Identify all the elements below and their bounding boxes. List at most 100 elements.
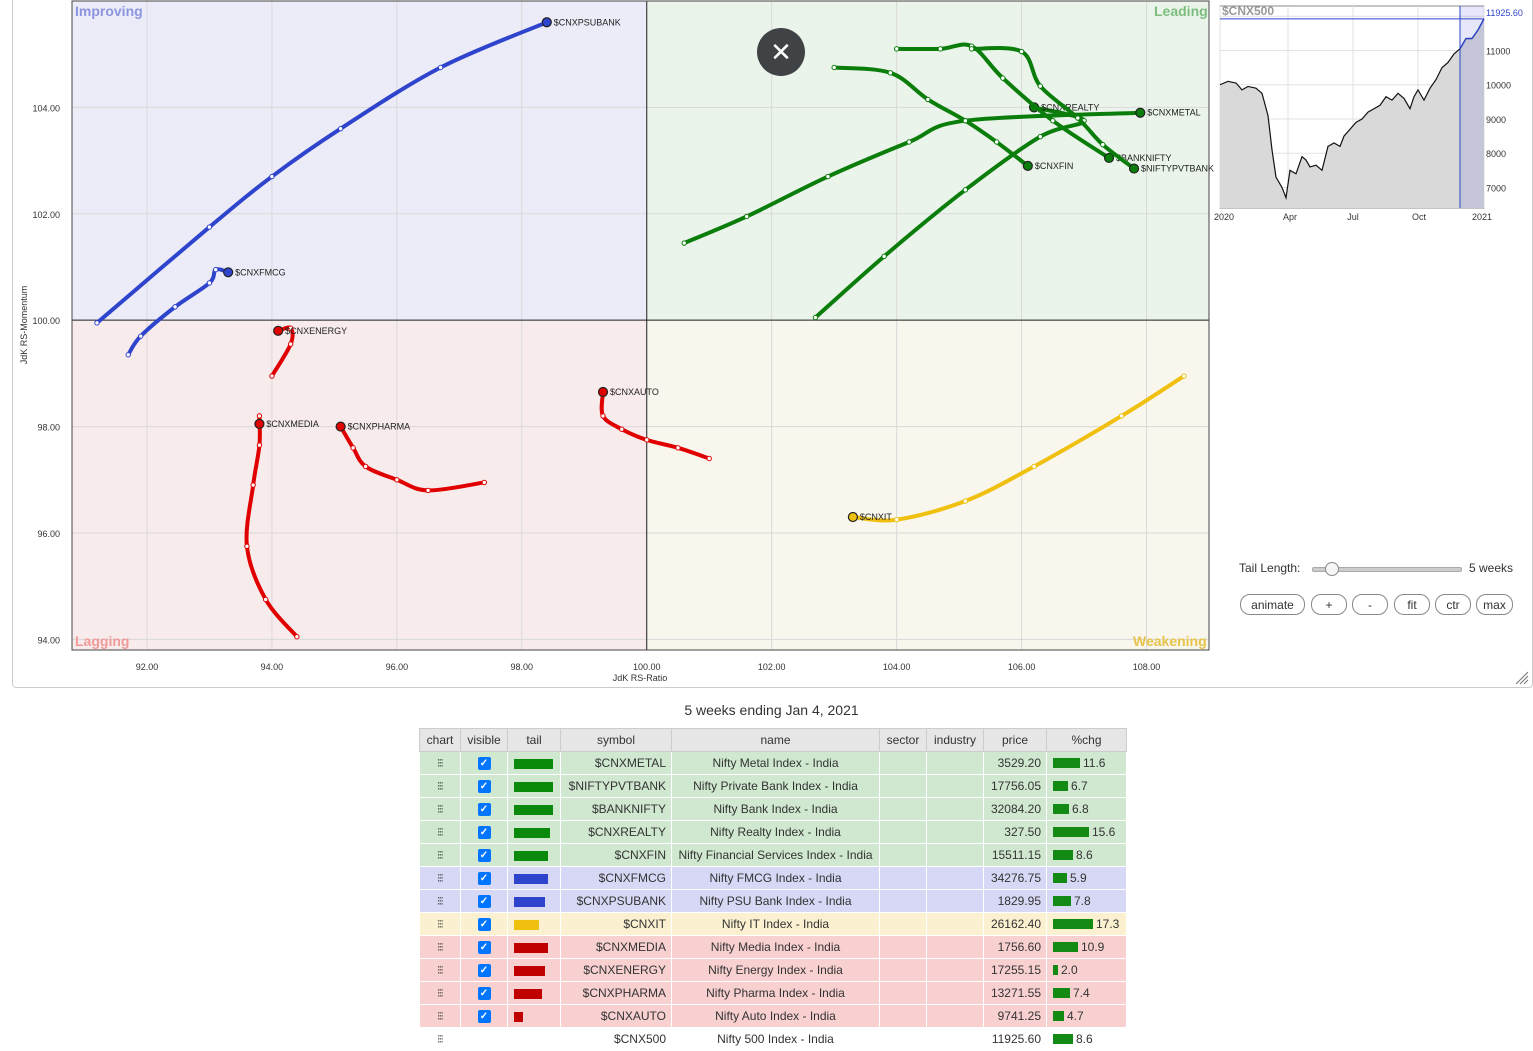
- table-row[interactable]: ⫶⫶⫶ ✓ $CNXREALTY Nifty Realty Index - India…: [419, 820, 1127, 844]
- tail-cnxfin[interactable]: $CNXFIN: [831, 64, 1073, 172]
- chart-icon[interactable]: ⫶⫶⫶: [437, 1010, 443, 1023]
- visible-cell[interactable]: ✓: [460, 912, 508, 936]
- tail-banknifty[interactable]: $BANKNIFTY: [893, 42, 1172, 164]
- col-chart[interactable]: chart: [419, 728, 461, 752]
- tail-cnxit[interactable]: $CNXIT: [847, 373, 1187, 523]
- table-row[interactable]: ⫶⫶⫶ ✓ $NIFTYPVTBANK Nifty Private Bank Inde…: [419, 774, 1127, 798]
- tail-head-point[interactable]: [597, 386, 609, 398]
- visible-checkbox[interactable]: ✓: [477, 757, 491, 771]
- visible-checkbox[interactable]: ✓: [477, 895, 491, 909]
- max-button[interactable]: max: [1476, 594, 1513, 615]
- table-row[interactable]: ⫶⫶⫶ ✓ $CNXMEDIA Nifty Media Index - India 17…: [419, 935, 1127, 959]
- visible-checkbox[interactable]: ✓: [477, 872, 491, 886]
- rrg-chart[interactable]: 92.00 94.00 96.00 98.00 100.00 102.00 104.00 10…: [0, 0, 1533, 700]
- tail-head-point[interactable]: [1103, 152, 1115, 164]
- table-row[interactable]: ⫶⫶⫶ ✓ $CNXFMCG Nifty FMCG Index - India 3427…: [419, 866, 1127, 890]
- tail-head-point[interactable]: [273, 325, 284, 336]
- chart-icon[interactable]: ⫶⫶⫶: [437, 780, 443, 793]
- visible-cell[interactable]: ✓: [460, 820, 508, 844]
- tail-cnxpharma[interactable]: $CNXPHARMA: [335, 421, 488, 494]
- col-tail[interactable]: tail: [507, 728, 561, 752]
- col-price[interactable]: price: [983, 728, 1047, 752]
- chart-icon-cell[interactable]: ⫶⫶⫶: [419, 820, 461, 844]
- chart-icon[interactable]: ⫶⫶⫶: [437, 1033, 443, 1046]
- tail-head-point[interactable]: [541, 17, 552, 28]
- tail-cnxenergy[interactable]: $CNXENERGY: [269, 325, 347, 379]
- table-row[interactable]: ⫶⫶⫶ $CNX500 Nifty 500 Index - India 11925.6…: [419, 1027, 1127, 1051]
- visible-cell[interactable]: ✓: [460, 774, 508, 798]
- tail-cnxmedia[interactable]: $CNXMEDIA: [244, 413, 319, 640]
- close-button[interactable]: ✕: [757, 28, 805, 76]
- chart-icon-cell[interactable]: ⫶⫶⫶: [419, 958, 461, 982]
- visible-cell[interactable]: ✓: [460, 958, 508, 982]
- col-sector[interactable]: sector: [879, 728, 927, 752]
- chart-icon-cell[interactable]: ⫶⫶⫶: [419, 912, 461, 936]
- tail-cnxpsubank[interactable]: $CNXPSUBANK: [94, 17, 621, 326]
- tail-head-point[interactable]: [847, 511, 859, 523]
- visible-cell[interactable]: ✓: [460, 843, 508, 867]
- tail-length-slider-handle[interactable]: [1325, 562, 1339, 576]
- visible-checkbox[interactable]: ✓: [477, 780, 491, 794]
- tail-head-point[interactable]: [254, 418, 265, 430]
- zoom-in-button[interactable]: +: [1311, 594, 1347, 615]
- zoom-out-button[interactable]: -: [1352, 594, 1388, 615]
- tail-cnxauto[interactable]: $CNXAUTO: [597, 386, 712, 462]
- chart-icon-cell[interactable]: ⫶⫶⫶: [419, 774, 461, 798]
- chart-icon-cell[interactable]: ⫶⫶⫶: [419, 1004, 461, 1028]
- table-row[interactable]: ⫶⫶⫶ ✓ $BANKNIFTY Nifty Bank Index - India 32…: [419, 797, 1127, 821]
- visible-cell[interactable]: ✓: [460, 1004, 508, 1028]
- table-row[interactable]: ⫶⫶⫶ ✓ $CNXMETAL Nifty Metal Index - India 35…: [419, 751, 1127, 775]
- visible-checkbox[interactable]: ✓: [477, 826, 491, 840]
- visible-checkbox[interactable]: ✓: [477, 941, 491, 955]
- chart-icon[interactable]: ⫶⫶⫶: [437, 918, 443, 931]
- tail-head-point[interactable]: [1128, 163, 1140, 174]
- chart-icon-cell[interactable]: ⫶⫶⫶: [419, 751, 461, 775]
- visible-checkbox[interactable]: ✓: [477, 918, 491, 932]
- tail-cnxfmcg[interactable]: $CNXFMCG: [125, 266, 286, 358]
- visible-checkbox[interactable]: ✓: [477, 964, 491, 978]
- table-row[interactable]: ⫶⫶⫶ ✓ $CNXENERGY Nifty Energy Index - India…: [419, 958, 1127, 982]
- chart-icon-cell[interactable]: ⫶⫶⫶: [419, 843, 461, 867]
- chart-icon[interactable]: ⫶⫶⫶: [437, 872, 443, 885]
- visible-checkbox[interactable]: ✓: [477, 1010, 491, 1024]
- col-name[interactable]: name: [671, 728, 880, 752]
- chart-icon-cell[interactable]: ⫶⫶⫶: [419, 866, 461, 890]
- tail-length-slider[interactable]: [1312, 567, 1462, 572]
- chart-icon-cell[interactable]: ⫶⫶⫶: [419, 1027, 461, 1051]
- visible-cell[interactable]: ✓: [460, 797, 508, 821]
- tail-head-point[interactable]: [335, 421, 346, 432]
- tail-head-point[interactable]: [223, 267, 234, 278]
- col-pct-change[interactable]: %chg: [1046, 728, 1127, 752]
- center-button[interactable]: ctr: [1435, 594, 1471, 615]
- col-industry[interactable]: industry: [926, 728, 984, 752]
- fit-button[interactable]: fit: [1394, 594, 1430, 615]
- resize-handle-icon[interactable]: [1514, 670, 1530, 686]
- table-row[interactable]: ⫶⫶⫶ ✓ $CNXPSUBANK Nifty PSU Bank Index - In…: [419, 889, 1127, 913]
- col-visible[interactable]: visible: [460, 728, 508, 752]
- table-row[interactable]: ⫶⫶⫶ ✓ $CNXPHARMA Nifty Pharma Index - India…: [419, 981, 1127, 1005]
- visible-cell[interactable]: ✓: [460, 889, 508, 913]
- chart-icon[interactable]: ⫶⫶⫶: [437, 895, 443, 908]
- chart-icon-cell[interactable]: ⫶⫶⫶: [419, 797, 461, 821]
- tail-head-point[interactable]: [1022, 160, 1033, 172]
- visible-cell[interactable]: ✓: [460, 866, 508, 890]
- visible-checkbox[interactable]: ✓: [477, 803, 491, 817]
- table-row[interactable]: ⫶⫶⫶ ✓ $CNXFIN Nifty Financial Services Inde…: [419, 843, 1127, 867]
- table-row[interactable]: ⫶⫶⫶ ✓ $CNXAUTO Nifty Auto Index - India 9741…: [419, 1004, 1127, 1028]
- visible-cell[interactable]: ✓: [460, 935, 508, 959]
- visible-cell[interactable]: ✓: [460, 751, 508, 775]
- visible-cell[interactable]: ✓: [460, 981, 508, 1005]
- chart-icon[interactable]: ⫶⫶⫶: [437, 757, 443, 770]
- animate-button[interactable]: animate: [1240, 594, 1305, 615]
- tail-niftypvtbank[interactable]: $NIFTYPVTBANK: [968, 46, 1214, 174]
- chart-icon[interactable]: ⫶⫶⫶: [437, 849, 443, 862]
- chart-icon[interactable]: ⫶⫶⫶: [437, 803, 443, 816]
- tail-head-point[interactable]: [1135, 107, 1146, 118]
- chart-icon[interactable]: ⫶⫶⫶: [437, 987, 443, 1000]
- chart-icon-cell[interactable]: ⫶⫶⫶: [419, 935, 461, 959]
- chart-icon-cell[interactable]: ⫶⫶⫶: [419, 981, 461, 1005]
- visible-cell[interactable]: [460, 1027, 508, 1051]
- col-symbol[interactable]: symbol: [560, 728, 672, 752]
- visible-checkbox[interactable]: ✓: [477, 987, 491, 1001]
- chart-icon[interactable]: ⫶⫶⫶: [437, 964, 443, 977]
